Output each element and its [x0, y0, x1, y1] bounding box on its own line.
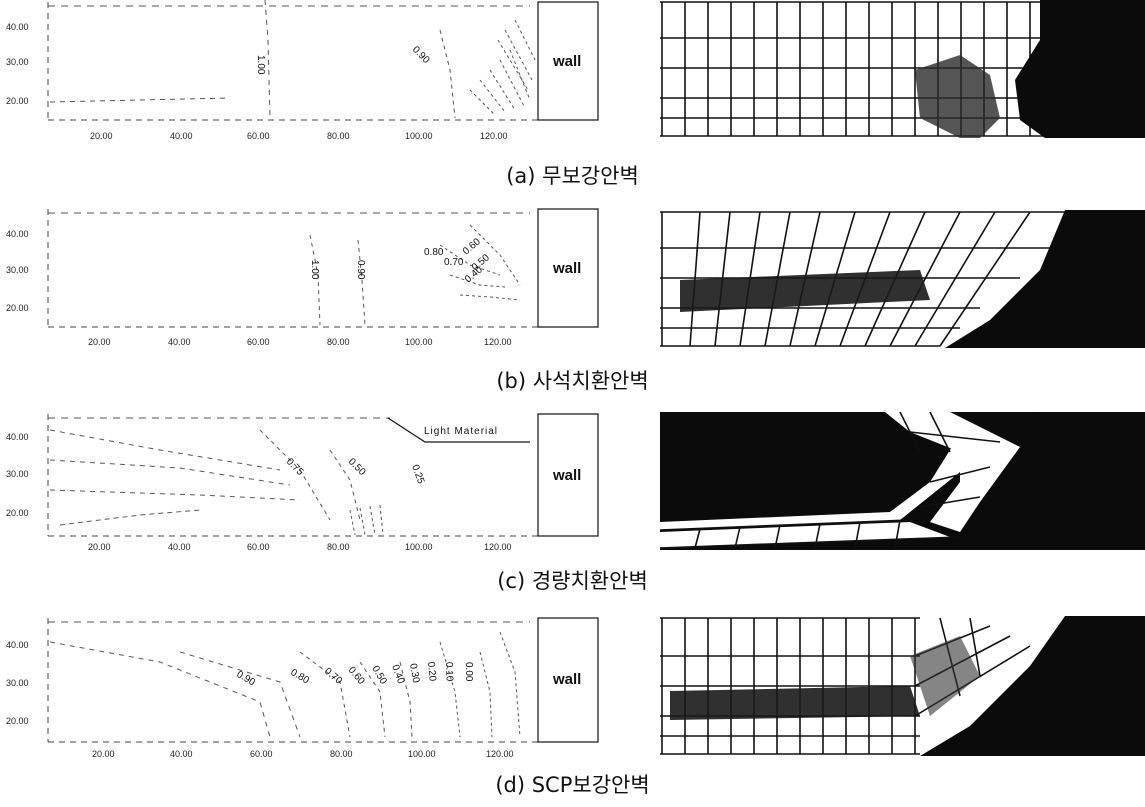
x-tick-label: 120.00 [484, 337, 512, 347]
contour-plot-a: 40.00 30.00 20.00 20.00 40.00 60.00 80.0… [6, 0, 599, 141]
wall-box [537, 617, 599, 743]
x-tick-label: 60.00 [247, 542, 270, 552]
x-tick-label: 20.00 [88, 542, 111, 552]
x-tick-label: 60.00 [247, 337, 270, 347]
contour-label: 0.75 [284, 456, 306, 478]
figure-panel-b: 40.00 30.00 20.00 20.00 40.00 60.00 80.0… [0, 205, 1145, 405]
x-tick-label: 40.00 [170, 749, 193, 759]
x-tick-label: 100.00 [405, 337, 433, 347]
contour-label: 0.40 [389, 663, 406, 685]
contour-plot-c: 40.00 30.00 20.00 20.00 40.00 60.00 80.0… [6, 413, 599, 552]
x-tick-label: 40.00 [168, 337, 191, 347]
contour-label: 0.90 [410, 44, 432, 66]
y-tick-label: 20.00 [6, 303, 29, 313]
y-tick-label: 20.00 [6, 96, 29, 106]
contour-plot-d: 40.00 30.00 20.00 20.00 40.00 60.00 80.0… [6, 617, 599, 759]
contour-label: 0.00 [463, 662, 474, 682]
y-tick-label: 40.00 [6, 640, 29, 650]
x-tick-label: 20.00 [90, 131, 113, 141]
contour-label: 0.60 [346, 665, 367, 687]
wall-label: wall [552, 467, 581, 484]
contour-label: 1.00 [255, 55, 266, 75]
contour-label: 0.10 [443, 662, 455, 682]
contour-label: 0.50 [346, 456, 368, 478]
y-tick-label: 40.00 [6, 229, 29, 239]
x-tick-label: 60.00 [250, 749, 273, 759]
deformed-mesh-d [660, 616, 1145, 756]
contour-label: 0.20 [425, 661, 438, 682]
wall-box [537, 1, 599, 121]
figure-panel-d: 40.00 30.00 20.00 20.00 40.00 60.00 80.0… [0, 612, 1145, 807]
y-tick-label: 20.00 [6, 508, 29, 518]
deformed-mesh-b [660, 210, 1145, 348]
x-tick-label: 80.00 [327, 542, 350, 552]
light-material-label: Light Material [424, 426, 498, 437]
deformed-mesh-c [660, 412, 1145, 550]
panel-caption-c: (c) 경량치환안벽 [497, 569, 648, 593]
x-tick-label: 100.00 [405, 131, 433, 141]
y-tick-label: 20.00 [6, 716, 29, 726]
x-tick-label: 120.00 [486, 749, 514, 759]
panel-caption-d: (d) SCP보강안벽 [495, 773, 650, 797]
wall-box [537, 413, 599, 537]
figure-panel-a: 40.00 30.00 20.00 20.00 40.00 60.00 80.0… [0, 0, 1145, 195]
x-tick-label: 80.00 [330, 749, 353, 759]
contour-label: 0.50 [369, 664, 388, 687]
contour-label: 0.90 [235, 669, 258, 688]
contour-plot-b: 40.00 30.00 20.00 20.00 40.00 60.00 80.0… [6, 208, 599, 347]
x-tick-label: 100.00 [408, 749, 436, 759]
y-tick-label: 40.00 [6, 432, 29, 442]
wall-label: wall [552, 53, 581, 70]
x-tick-label: 40.00 [168, 542, 191, 552]
y-tick-label: 30.00 [6, 57, 29, 67]
panel-caption-a: (a) 무보강안벽 [506, 164, 639, 188]
contour-label: 0.70 [444, 257, 464, 268]
contour-label: 0.25 [409, 463, 426, 485]
contour-label: 0.60 [461, 236, 483, 257]
figure-panel-c: 40.00 30.00 20.00 20.00 40.00 60.00 80.0… [0, 410, 1145, 610]
y-tick-label: 40.00 [6, 22, 29, 32]
deformed-mesh-a [660, 0, 1145, 138]
contour-label: 0.80 [289, 667, 312, 686]
contour-label: 0.80 [424, 247, 444, 258]
wall-box [537, 208, 599, 328]
panel-caption-b: (b) 사석치환안벽 [496, 369, 649, 393]
x-tick-label: 100.00 [405, 542, 433, 552]
y-tick-label: 30.00 [6, 469, 29, 479]
x-tick-label: 40.00 [170, 131, 193, 141]
contour-label: 0.30 [407, 663, 421, 685]
x-tick-label: 60.00 [247, 131, 270, 141]
x-tick-label: 80.00 [327, 131, 350, 141]
contour-label: 1.00 [309, 260, 320, 280]
x-tick-label: 20.00 [88, 337, 111, 347]
x-tick-label: 80.00 [327, 337, 350, 347]
x-tick-label: 20.00 [92, 749, 115, 759]
y-tick-label: 30.00 [6, 678, 29, 688]
contour-label: 0.90 [355, 260, 366, 280]
x-tick-label: 120.00 [484, 542, 512, 552]
wall-label: wall [552, 671, 581, 688]
wall-label: wall [552, 260, 581, 277]
y-tick-label: 30.00 [6, 265, 29, 275]
contour-label: 0.70 [322, 666, 344, 687]
x-tick-label: 120.00 [480, 131, 508, 141]
